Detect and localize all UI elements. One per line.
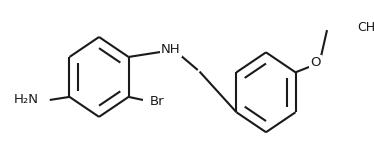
Text: NH: NH: [161, 43, 181, 56]
Text: O: O: [310, 56, 321, 69]
Text: CH₃: CH₃: [358, 20, 374, 33]
Text: H₂N: H₂N: [13, 93, 38, 106]
Text: Br: Br: [150, 95, 165, 108]
